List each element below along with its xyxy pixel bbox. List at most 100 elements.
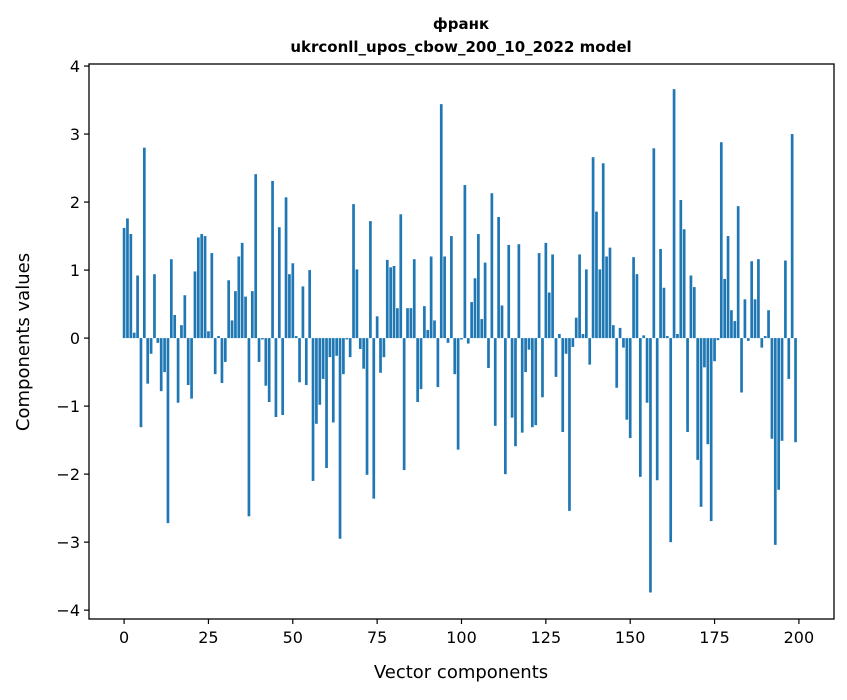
bar: [301, 286, 305, 339]
bar: [787, 338, 791, 379]
bar: [446, 338, 450, 343]
y-tick-label: −3: [56, 533, 80, 552]
bar: [294, 336, 298, 339]
bar: [477, 234, 480, 339]
bar: [487, 338, 490, 369]
x-axis: 0 25 50 75 100 125 150 175 200: [119, 619, 814, 647]
bar: [750, 261, 754, 339]
bar: [304, 338, 308, 386]
bar: [719, 142, 723, 339]
bar: [696, 338, 700, 460]
bar: [385, 259, 389, 339]
bar: [423, 306, 426, 339]
bar: [743, 299, 747, 339]
y-tick-label: 3: [70, 125, 80, 144]
bar: [153, 274, 156, 339]
bar: [611, 325, 615, 339]
y-tick-label: −2: [56, 465, 80, 484]
bar: [186, 338, 190, 386]
bar: [483, 262, 487, 339]
bar: [298, 338, 301, 383]
bar: [524, 338, 527, 373]
bar: [460, 338, 463, 340]
bar: [379, 338, 382, 373]
bar: [578, 254, 581, 339]
bar: [426, 329, 430, 339]
bar: [183, 295, 187, 339]
y-tick-label: 1: [70, 261, 80, 280]
bar: [409, 308, 413, 339]
bar: [365, 338, 369, 475]
bar: [402, 338, 406, 471]
bar: [635, 274, 639, 339]
bar: [568, 338, 571, 511]
bar: [541, 338, 544, 398]
bar: [547, 292, 551, 339]
bar: [311, 338, 315, 481]
bar: [180, 325, 183, 339]
bar: [142, 147, 146, 339]
bar: [736, 206, 740, 339]
bar: [159, 338, 163, 392]
bar: [146, 338, 150, 384]
bar: [372, 338, 376, 499]
bar: [605, 256, 608, 339]
bar: [429, 256, 433, 339]
x-tick-label: 100: [446, 628, 477, 647]
bar: [176, 338, 180, 403]
bars-group: [122, 89, 797, 593]
bar: [169, 259, 173, 339]
bar: [716, 338, 720, 341]
bar: [790, 134, 794, 339]
bar: [622, 338, 625, 348]
bar: [520, 338, 524, 433]
bar: [274, 338, 278, 417]
y-axis: −4 −3 −2 −1 0 1 2 3 4: [56, 57, 89, 620]
bar: [574, 317, 578, 339]
bar: [396, 308, 399, 339]
bar: [645, 338, 649, 403]
bar: [753, 299, 757, 339]
bar: [362, 338, 366, 369]
bar: [416, 338, 419, 403]
bar: [692, 287, 696, 339]
bar: [564, 338, 568, 354]
x-tick-label: 200: [784, 628, 815, 647]
bar: [156, 338, 160, 343]
bar: [618, 327, 622, 339]
bar: [392, 266, 396, 339]
x-axis-label: Vector components: [374, 662, 548, 683]
bar: [382, 338, 386, 358]
bar: [557, 334, 561, 339]
bar: [763, 336, 767, 339]
bar: [291, 263, 295, 339]
bar: [399, 214, 403, 339]
bar: [507, 244, 511, 339]
bar: [149, 338, 153, 354]
bar: [412, 259, 416, 339]
bar: [247, 338, 251, 517]
bar: [699, 338, 703, 507]
bar: [250, 291, 254, 339]
bar: [257, 338, 261, 362]
bar: [439, 104, 443, 339]
bar: [419, 338, 423, 390]
bar: [713, 338, 716, 362]
bar: [598, 269, 602, 339]
bar: [514, 338, 517, 447]
bar: [794, 338, 797, 443]
y-tick-label: 0: [70, 329, 80, 348]
bar: [203, 236, 207, 339]
bar: [490, 193, 494, 339]
bar: [240, 242, 244, 339]
bar: [193, 271, 197, 339]
bar: [223, 338, 227, 362]
bar: [318, 338, 322, 405]
bar: [352, 204, 355, 339]
bar: [470, 302, 473, 339]
bar: [531, 338, 534, 428]
bar: [473, 278, 477, 339]
bar: [686, 338, 689, 432]
x-tick-label: 75: [367, 628, 387, 647]
